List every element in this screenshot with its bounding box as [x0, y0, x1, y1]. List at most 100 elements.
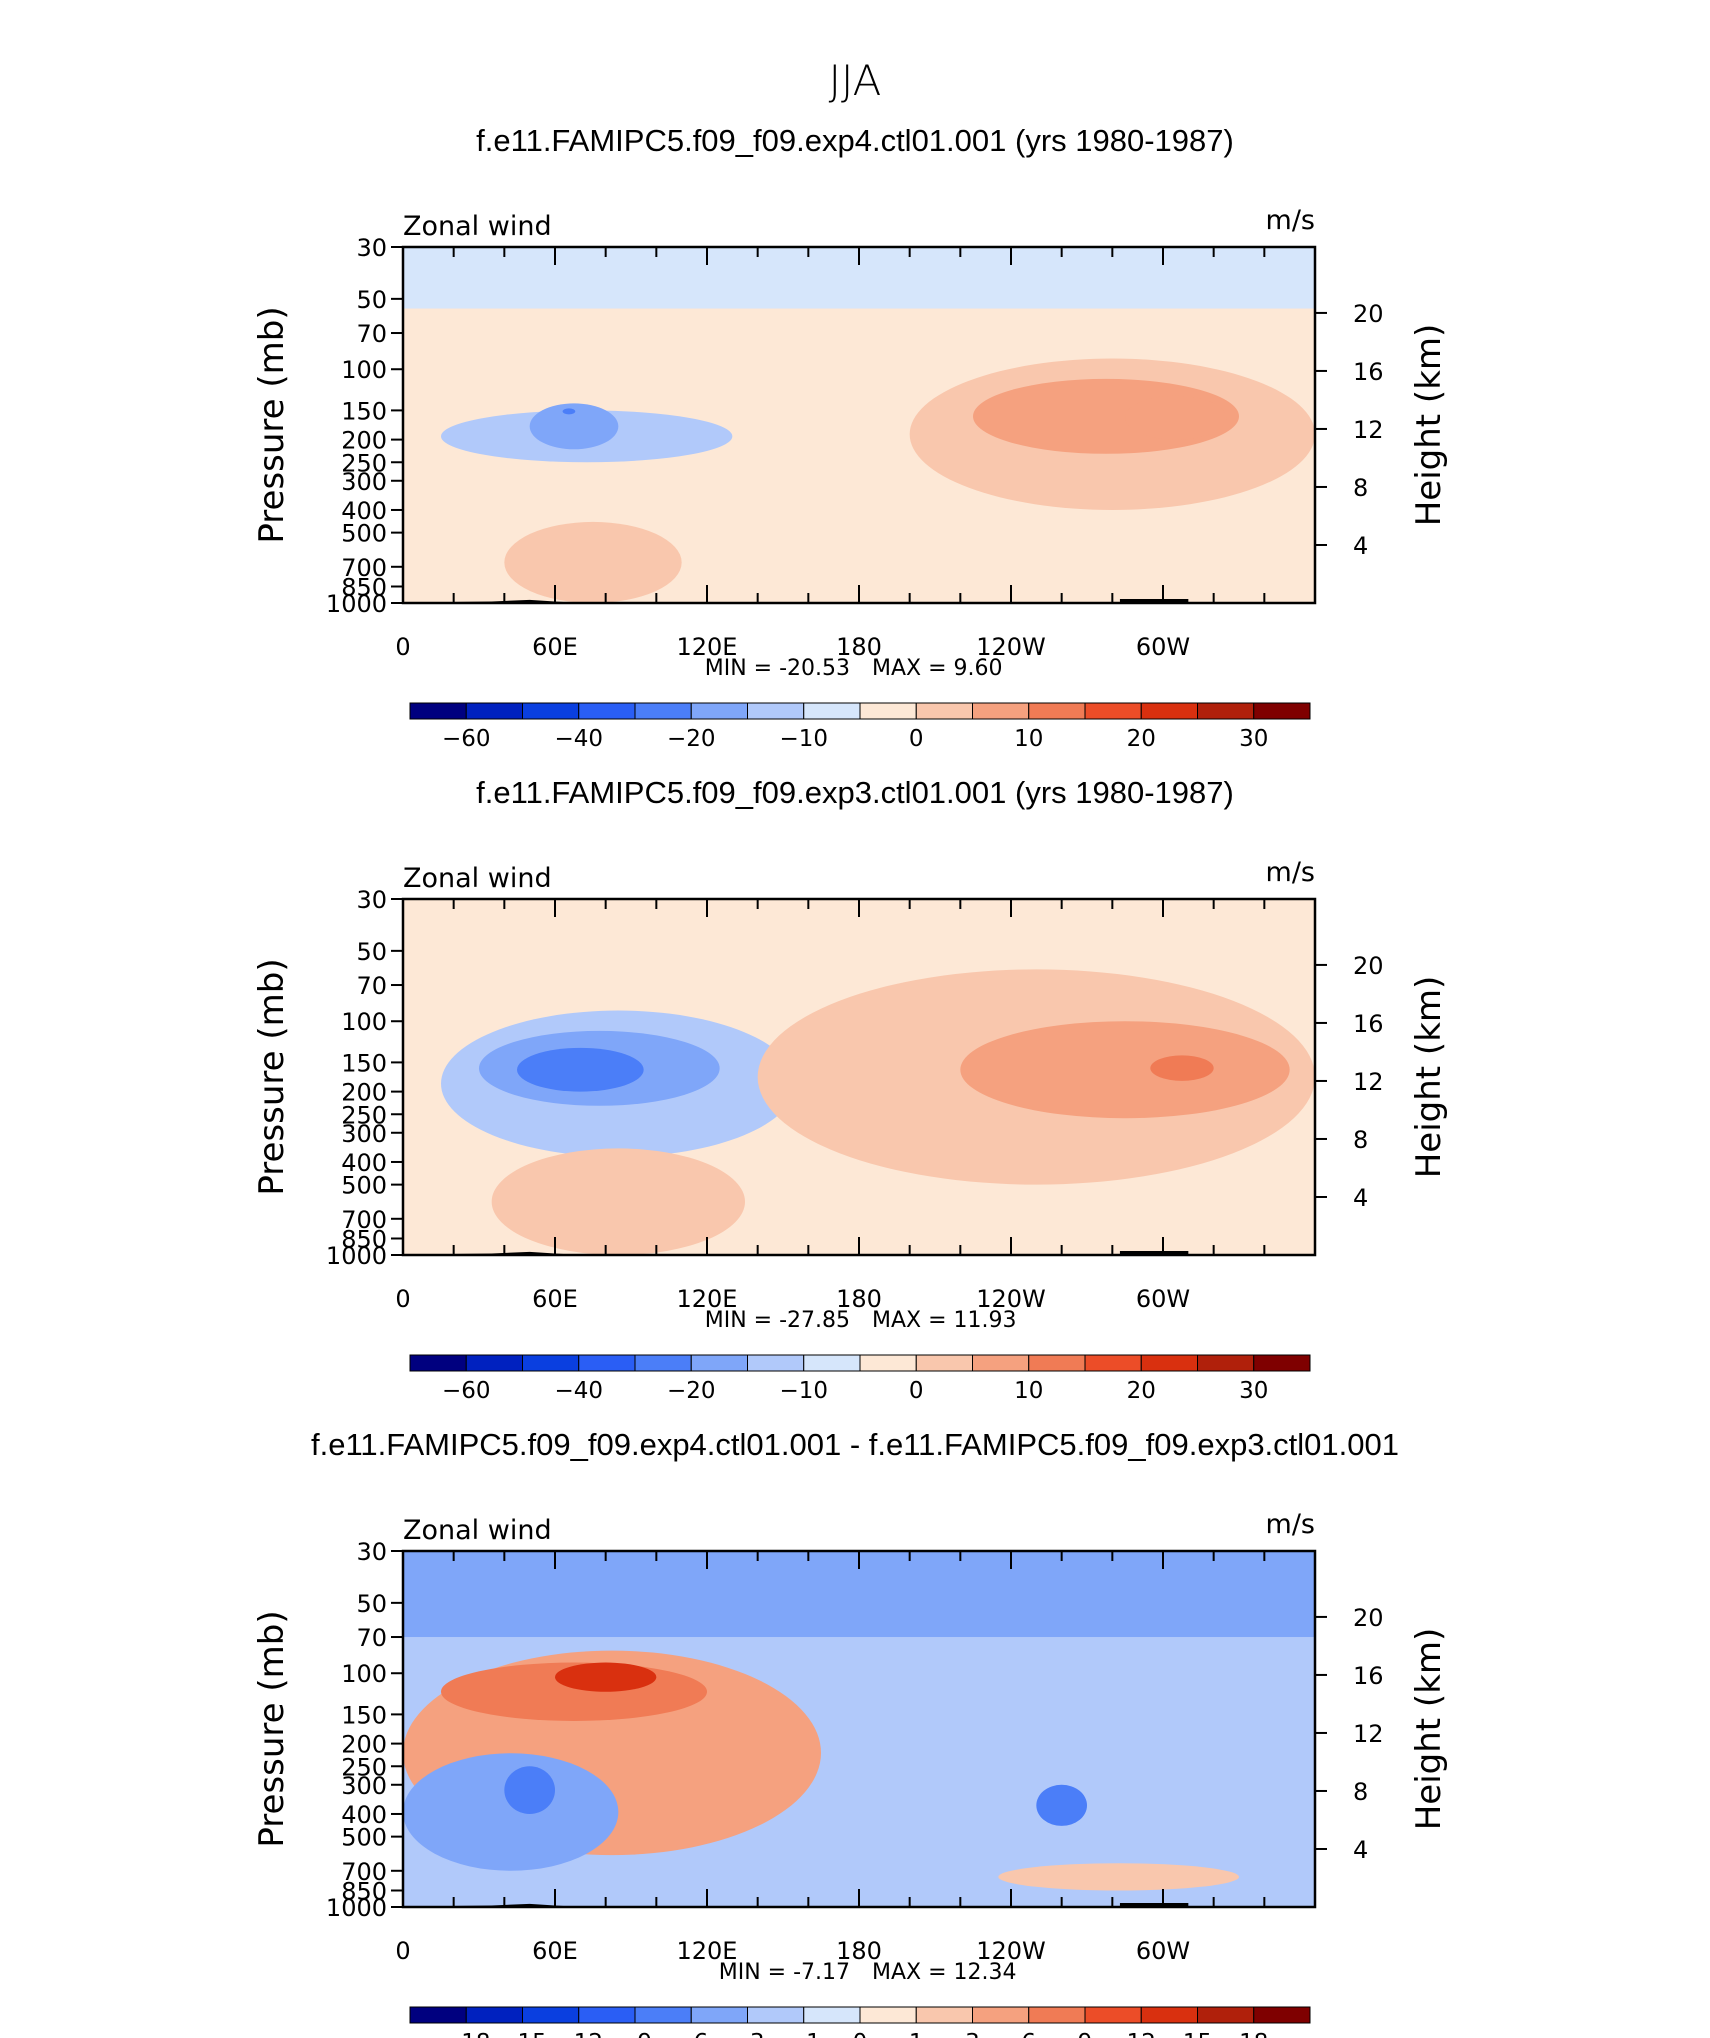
colorbar-tick-label: 15 [1183, 2030, 1212, 2038]
unit-label: m/s [1266, 857, 1315, 888]
lon-tick-label: 60W [1136, 1285, 1190, 1313]
pressure-tick-label: 100 [341, 1008, 387, 1036]
height-tick-label: 12 [1353, 416, 1384, 444]
lon-tick-label: 120W [976, 1937, 1046, 1965]
max-label: MAX = 11.93 [872, 1308, 1017, 1333]
colorbar-swatch [1140, 1354, 1198, 1372]
lon-tick-label: 60E [532, 1937, 578, 1965]
height-tick-label: 4 [1353, 1836, 1368, 1864]
colorbar-swatch [1140, 702, 1198, 720]
height-tick-label: 16 [1353, 1010, 1384, 1038]
pressure-tick-label: 30 [356, 1538, 387, 1566]
colorbar-swatch [634, 2006, 692, 2024]
y2-axis-title: Height (km) [1409, 976, 1449, 1179]
colorbar-swatch [747, 1354, 805, 1372]
colorbar-tick-label: −3 [731, 2030, 765, 2038]
colorbar: −60 −40 −20 −10 0 10 20 30 [409, 1354, 1311, 1404]
colorbar-swatch [1253, 702, 1311, 720]
colorbar-tick-label: 20 [1127, 1378, 1156, 1404]
pressure-tick-label: 150 [341, 397, 387, 425]
left-label: Zonal wind [403, 211, 552, 242]
y-axis-title: Pressure (mb) [252, 958, 292, 1195]
colorbar-swatch [972, 2006, 1030, 2024]
colorbar-swatch [409, 2006, 467, 2024]
pressure-tick-label: 500 [341, 1824, 387, 1852]
pressure-tick-label: 150 [341, 1049, 387, 1077]
colorbar-swatch [465, 1354, 523, 1372]
contour-positive-low-east [998, 1863, 1239, 1891]
lon-tick-label: 60E [532, 1285, 578, 1313]
pressure-tick-label: 30 [356, 234, 387, 262]
panel-2: f.e11.FAMIPC5.f09_f09.exp3.ctl01.001 (yr… [252, 775, 1449, 1404]
colorbar-tick-label: −15 [498, 2030, 547, 2038]
colorbar-swatch [859, 702, 917, 720]
unit-label: m/s [1266, 205, 1315, 236]
contour-jet-core-min [562, 408, 576, 415]
topography-east [1119, 1903, 1189, 1907]
colorbar-tick-label: 18 [1239, 2030, 1268, 2038]
colorbar-tick-label: −40 [554, 1378, 603, 1404]
topography-east [1119, 1251, 1189, 1255]
pressure-tick-label: 30 [356, 886, 387, 914]
height-tick-label: 8 [1353, 1126, 1368, 1154]
field [403, 247, 1315, 603]
colorbar-tick-label: 0 [909, 726, 924, 752]
colorbar-swatch [972, 1354, 1030, 1372]
colorbar-tick-label: 10 [1014, 726, 1043, 752]
unit-label: m/s [1266, 1509, 1315, 1540]
colorbar-tick-label: 10 [1014, 1378, 1043, 1404]
y2-axis-title: Height (km) [1409, 324, 1449, 527]
colorbar-swatch [859, 2006, 917, 2024]
colorbar-swatch [465, 702, 523, 720]
colorbar-swatch [747, 2006, 805, 2024]
colorbar-swatch [465, 2006, 523, 2024]
panel-title: f.e11.FAMIPC5.f09_f09.exp4.ctl01.001 - f… [311, 1427, 1399, 1462]
pressure-tick-label: 400 [341, 1801, 387, 1829]
height-tick-label: 4 [1353, 1184, 1368, 1212]
lon-tick-label: 0 [395, 633, 410, 661]
left-label: Zonal wind [403, 1515, 552, 1546]
pressure-tick-label: 700 [341, 1206, 387, 1234]
colorbar-swatch [915, 702, 973, 720]
colorbar-tick-label: −60 [442, 1378, 491, 1404]
colorbar-swatch [1253, 1354, 1311, 1372]
field [403, 899, 1315, 1255]
pressure-tick-label: 850 [341, 1878, 387, 1906]
pressure-tick-label: 300 [341, 1772, 387, 1800]
min-label: MIN = -7.17 [719, 1960, 850, 1985]
colorbar-swatch [1028, 702, 1086, 720]
panel-title: f.e11.FAMIPC5.f09_f09.exp3.ctl01.001 (yr… [476, 775, 1234, 810]
colorbar-tick-label: 12 [1127, 2030, 1156, 2038]
lon-tick-label: 60W [1136, 1937, 1190, 1965]
pressure-tick-label: 250 [341, 1753, 387, 1781]
pressure-tick-label: 200 [341, 427, 387, 455]
pressure-tick-label: 1000 [326, 590, 387, 618]
colorbar-swatch [634, 1354, 692, 1372]
pressure-tick-label: 70 [356, 1624, 387, 1652]
height-tick-label: 4 [1353, 532, 1368, 560]
pressure-tick-label: 50 [356, 286, 387, 314]
colorbar-swatch [522, 702, 580, 720]
colorbar-swatch [803, 1354, 861, 1372]
colorbar-tick-label: 30 [1239, 726, 1268, 752]
lon-tick-label: 0 [395, 1937, 410, 1965]
colorbar-tick-label: −1 [787, 2030, 821, 2038]
y2-axis-title: Height (km) [1409, 1628, 1449, 1831]
colorbar-swatch [578, 2006, 636, 2024]
height-tick-label: 12 [1353, 1720, 1384, 1748]
lon-tick-label: 120E [677, 633, 738, 661]
pressure-tick-label: 200 [341, 1731, 387, 1759]
colorbar-tick-label: −10 [779, 1378, 828, 1404]
colorbar-swatch [690, 1354, 748, 1372]
height-tick-label: 16 [1353, 358, 1384, 386]
height-tick-label: 20 [1353, 1604, 1384, 1632]
lon-tick-label: 180 [836, 633, 882, 661]
colorbar-tick-label: 0 [853, 2030, 868, 2038]
colorbar-swatch [803, 2006, 861, 2024]
colorbar-swatch [578, 1354, 636, 1372]
colorbar-tick-label: −20 [667, 1378, 716, 1404]
contour-low-level-westerly [491, 1148, 745, 1255]
panel-3: f.e11.FAMIPC5.f09_f09.exp4.ctl01.001 - f… [252, 1427, 1449, 2038]
pressure-tick-label: 50 [356, 938, 387, 966]
